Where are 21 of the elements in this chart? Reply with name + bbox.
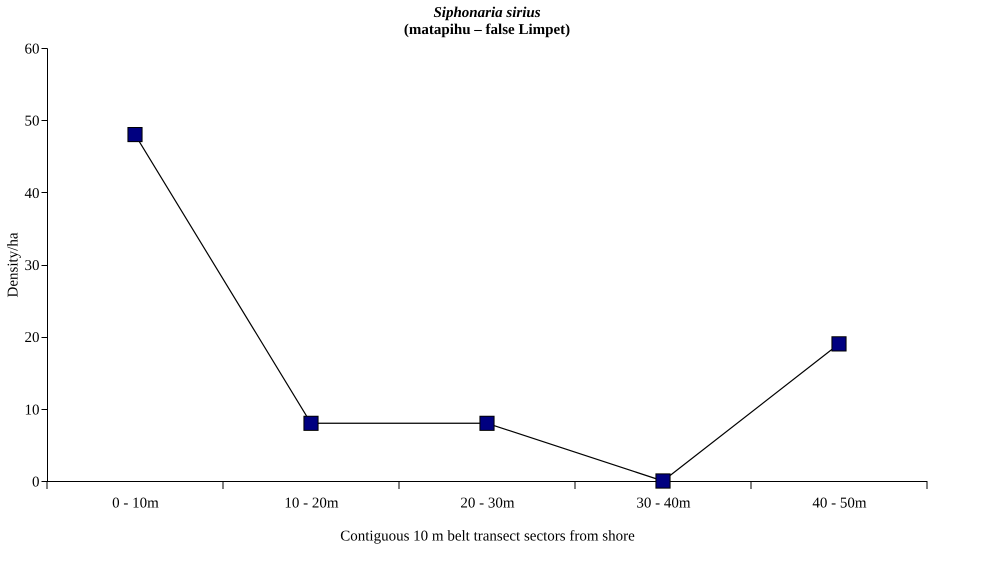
x-tick-label: 30 - 40m	[636, 496, 691, 512]
point	[831, 336, 847, 352]
y-axis-title: Density/ha	[6, 232, 22, 298]
y-tick-label: 60	[24, 42, 40, 58]
y-tick-label: 50	[24, 114, 40, 130]
point	[655, 473, 671, 489]
x-tick-label: 40 - 50m	[812, 496, 867, 512]
y-tick-label: 30	[24, 258, 40, 274]
y-tick-label: 20	[24, 330, 40, 346]
y-tick-label: 0	[32, 474, 40, 490]
chart-title: Siphonaria sirius	[433, 5, 541, 21]
y-tick-label: 40	[24, 186, 40, 202]
x-tick-label: 0 - 10m	[112, 496, 160, 512]
point	[303, 416, 319, 431]
x-tick-label: 20 - 30m	[460, 496, 515, 512]
x-tick-label: 10 - 20m	[284, 496, 339, 512]
chart-subtitle: (matapihu – false Limpet)	[404, 22, 570, 38]
point	[479, 416, 495, 431]
point	[127, 127, 143, 142]
x-axis-title: Contiguous 10 m belt transect sectors from shore	[340, 528, 636, 544]
y-tick-label: 10	[24, 402, 40, 418]
